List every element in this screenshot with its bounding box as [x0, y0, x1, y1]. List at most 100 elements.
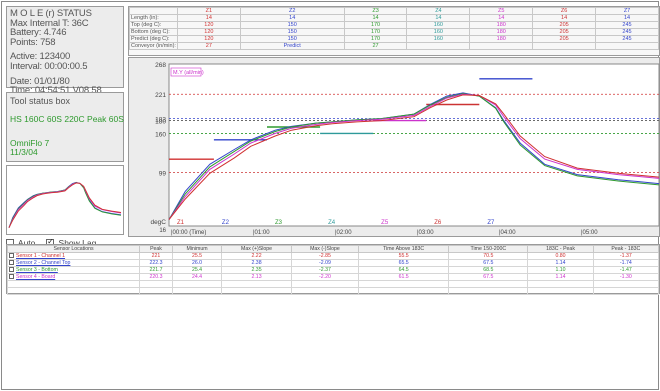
sensor-row[interactable]: Sensor 2 - Channel Top 222.3 26.0 2.38 -2.09…: [6, 259, 660, 267]
sensor-value-cell: -2.85: [290, 252, 359, 260]
status-points: Points: 758: [10, 36, 56, 48]
profile-tag-box: [170, 67, 202, 77]
tool-status-box: Tool status box HS 160C 60S 220C Peak 60…: [6, 92, 124, 162]
zone-cell[interactable]: [469, 42, 534, 50]
status-max-internal: Max Internal T: 36C: [10, 17, 89, 29]
sensor-column-header[interactable]: Max (-)Slope: [290, 245, 359, 253]
sensor-value-cell: 67.5: [448, 259, 529, 267]
sensor-name-cell[interactable]: Sensor 3 - Bottom: [6, 266, 141, 274]
sensor-name: Sensor 3 - Bottom: [16, 267, 58, 273]
zone-cell[interactable]: 245: [595, 35, 659, 43]
sensor-column-header[interactable]: Minimum: [171, 245, 223, 253]
zone-cell[interactable]: 180: [469, 28, 534, 36]
zone-cell[interactable]: 245: [595, 21, 659, 29]
zone-cell[interactable]: 120: [176, 28, 241, 36]
zone-cell[interactable]: 27: [176, 42, 241, 50]
zone-row: Predict (deg C): 120 150 170 160 180 205 245: [129, 35, 659, 43]
sensor-row[interactable]: Sensor 1 - Channel 1 221 25.5 2.22 -2.85 55.5…: [6, 252, 660, 260]
sensor-name-cell[interactable]: Sensor 2 - Channel Top: [6, 259, 141, 267]
zone-cell[interactable]: 14: [176, 14, 241, 22]
sensor-empty-cell: [6, 280, 141, 288]
tool-status-title: Tool status box: [10, 96, 71, 106]
zone-marker-label: Z4: [328, 220, 336, 226]
zone-cell[interactable]: Predict: [239, 42, 345, 50]
zone-cell[interactable]: 180: [469, 35, 534, 43]
zone-cell[interactable]: 14: [343, 14, 408, 22]
sensor-value-cell: -2.37: [290, 266, 359, 274]
sensor-empty-cell: [139, 280, 173, 288]
zone-cell[interactable]: 27: [343, 42, 408, 50]
zone-marker-label: Z6: [434, 220, 442, 226]
zone-cell[interactable]: 205: [532, 21, 597, 29]
zone-cell[interactable]: 170: [343, 21, 408, 29]
sensor-results-table: Sensor Locations Peak Minimum Max (+)Slope M…: [6, 244, 660, 295]
zone-cell[interactable]: 150: [239, 21, 345, 29]
mole-status-panel: M O L E (r) STATUS Max Internal T: 36C B…: [6, 6, 124, 95]
zone-cell[interactable]: 150: [239, 35, 345, 43]
sensor-value-cell: -1.37: [592, 252, 660, 260]
zone-cell[interactable]: [406, 42, 471, 50]
zone-cell[interactable]: 14: [406, 14, 471, 22]
sensor-empty-cell: [290, 280, 359, 288]
y-tick-label: 221: [155, 92, 166, 99]
zone-cell[interactable]: [595, 42, 659, 50]
zone-cell[interactable]: 120: [176, 35, 241, 43]
zone-marker-label: Z7: [487, 220, 495, 226]
zone-column-header: Z4: [406, 7, 471, 15]
mini-profile-preview[interactable]: [6, 165, 124, 235]
zone-cell[interactable]: 14: [532, 14, 597, 22]
y-tick-label: 160: [155, 131, 166, 138]
sensor-row[interactable]: Sensor 4 - Board 220.3 24.4 2.13 -2.20 61.5 67…: [6, 273, 660, 281]
tool-recipe: HS 160C 60S 220C Peak 60S: [10, 114, 124, 124]
zone-cell[interactable]: 205: [532, 35, 597, 43]
sensor-value-cell: 68.5: [448, 266, 529, 274]
x-tick-label: |01:00: [253, 230, 270, 236]
zone-cell[interactable]: 245: [595, 28, 659, 36]
sensor-empty-cell: [448, 280, 529, 288]
zone-cell[interactable]: 170: [343, 35, 408, 43]
sensor-value-cell: 2.22: [221, 252, 292, 260]
zone-cell[interactable]: [532, 42, 597, 50]
sensor-value-cell: 25.4: [171, 266, 223, 274]
sensor-value-cell: 70.5: [448, 252, 529, 260]
zone-row-label: Top (deg C):: [129, 21, 178, 29]
sensor-empty-cell: [290, 287, 359, 295]
sensor-value-cell: -1.74: [592, 259, 660, 267]
sensor-value-cell: 25.5: [171, 252, 223, 260]
sensor-value-cell: 55.5: [357, 252, 450, 260]
zone-cell[interactable]: 120: [176, 21, 241, 29]
zone-column-header: Z2: [239, 7, 345, 15]
zone-cell[interactable]: 160: [406, 28, 471, 36]
sensor-column-header[interactable]: Peak: [139, 245, 173, 253]
zone-cell[interactable]: 160: [406, 35, 471, 43]
sensor-column-header[interactable]: Peak - 183C: [592, 245, 660, 253]
sensor-value-cell: 26.0: [171, 259, 223, 267]
zone-cell[interactable]: 14: [595, 14, 659, 22]
sensor-column-header[interactable]: Time Above 183C: [357, 245, 450, 253]
profile-chart[interactable]: 268 221 183 180 160 99 degC 16 Z1 Z2 Z3 Z4 Z5 Z6 Z7 |00…: [128, 57, 660, 237]
sensor-value-cell: 1.14: [527, 259, 594, 267]
sensor-name-cell[interactable]: Sensor 1 - Channel 1: [6, 252, 141, 260]
zone-marker-label: Z1: [177, 220, 185, 226]
sensor-column-header[interactable]: Time 150-200C: [448, 245, 529, 253]
sensor-name-cell[interactable]: Sensor 4 - Board: [6, 273, 141, 281]
sensor-row[interactable]: Sensor 3 - Bottom 221.7 25.4 2.35 -2.37 64.5 6…: [6, 266, 660, 274]
zone-cell[interactable]: 14: [239, 14, 345, 22]
zone-cell[interactable]: 14: [469, 14, 534, 22]
sensor-empty-cell: [592, 280, 660, 288]
y-tick-label: 99: [159, 171, 167, 178]
zone-cell[interactable]: 160: [406, 21, 471, 29]
auto-label: Auto: [17, 238, 36, 248]
zone-column-header: Z6: [532, 7, 597, 15]
zone-cell[interactable]: 150: [239, 28, 345, 36]
sensor-column-header[interactable]: Max (+)Slope: [221, 245, 292, 253]
zone-cell[interactable]: 170: [343, 28, 408, 36]
mini-profile-svg: [8, 181, 122, 228]
zone-cell[interactable]: 205: [532, 28, 597, 36]
sensor-column-header[interactable]: Sensor Locations: [6, 245, 141, 253]
sensor-column-header[interactable]: 183C - Peak: [527, 245, 594, 253]
zone-cell[interactable]: 180: [469, 21, 534, 29]
tool-device: OmniFlo 7: [10, 137, 50, 148]
y-tick-label: 183: [155, 117, 166, 124]
